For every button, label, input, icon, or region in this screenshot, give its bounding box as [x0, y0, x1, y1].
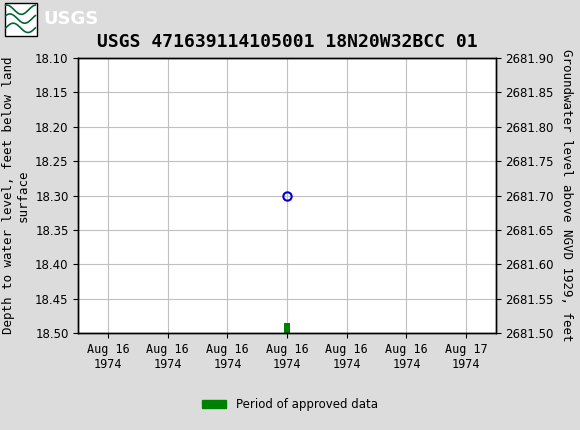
Text: USGS: USGS [44, 10, 99, 28]
Title: USGS 471639114105001 18N20W32BCC 01: USGS 471639114105001 18N20W32BCC 01 [97, 33, 477, 51]
Y-axis label: Groundwater level above NGVD 1929, feet: Groundwater level above NGVD 1929, feet [560, 49, 572, 342]
Y-axis label: Depth to water level, feet below land
surface: Depth to water level, feet below land su… [2, 57, 30, 335]
Legend: Period of approved data: Period of approved data [198, 393, 382, 415]
FancyBboxPatch shape [5, 3, 37, 36]
Bar [284, 323, 290, 335]
